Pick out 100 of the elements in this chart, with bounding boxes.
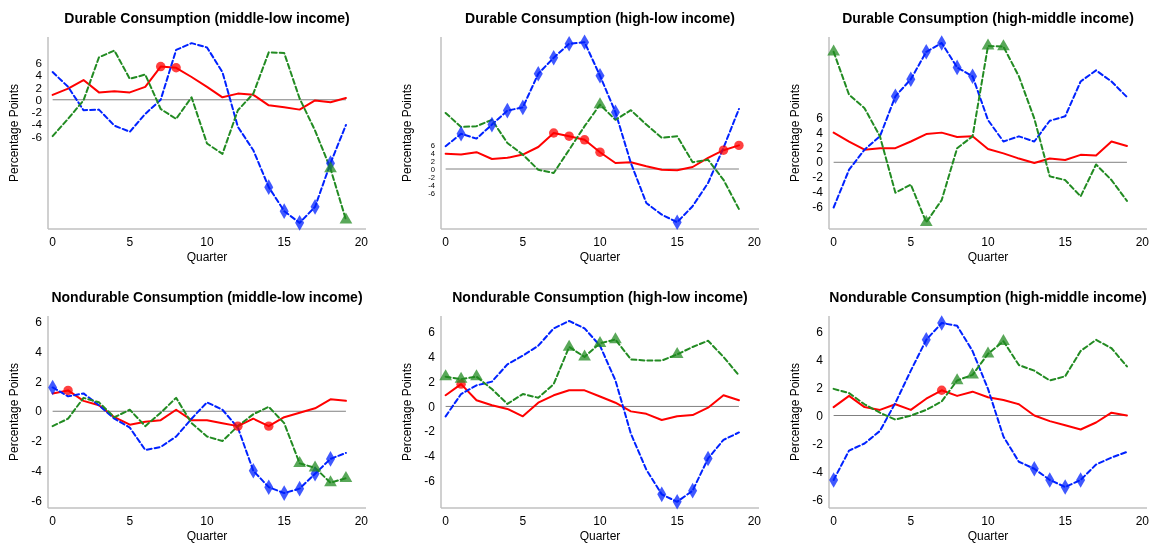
y-tick-label: 2 xyxy=(35,374,43,389)
y-tick-label: 0 xyxy=(35,404,43,419)
point xyxy=(734,140,744,151)
point xyxy=(454,371,468,383)
x-tick-label: 0 xyxy=(830,514,838,528)
y-tick-label: 6 xyxy=(428,325,436,340)
x-axis-title: Quarter xyxy=(579,529,621,543)
x-axis-title: Quarter xyxy=(579,250,621,264)
y-tick-label: -2 xyxy=(31,434,43,449)
x-tick-label: 10 xyxy=(200,235,214,249)
x-tick-label: 0 xyxy=(49,514,57,528)
y-axis-title: Percentage Points xyxy=(400,83,414,183)
y-tick-label: -4 xyxy=(424,449,436,464)
point xyxy=(981,346,995,358)
point xyxy=(609,332,622,344)
point xyxy=(966,367,979,379)
x-tick-label: 5 xyxy=(519,235,527,249)
y-tick-label: 4 xyxy=(35,344,43,359)
chart-title: Durable Consumption (middle-low income) xyxy=(64,10,350,26)
point xyxy=(63,385,73,396)
x-tick-label: 15 xyxy=(670,514,685,528)
y-tick-label: 6 xyxy=(35,55,42,69)
point xyxy=(997,39,1010,51)
y-tick-label: -2 xyxy=(424,424,436,439)
y-tick-label: -4 xyxy=(812,185,824,200)
y-tick-label: 6 xyxy=(816,111,824,125)
x-tick-label: 0 xyxy=(442,235,450,249)
y-tick-label: 2 xyxy=(816,380,824,395)
y-tick-label: 0 xyxy=(428,399,436,414)
point xyxy=(562,339,576,351)
point xyxy=(439,369,452,381)
point xyxy=(919,214,933,226)
y-tick-label: 6 xyxy=(816,324,824,339)
x-tick-label: 20 xyxy=(747,514,762,528)
y-tick-label: -6 xyxy=(31,493,43,508)
point xyxy=(171,63,181,73)
chart-title: Nondurable Consumption (middle-low income) xyxy=(51,289,363,305)
chart-title: Nondurable Consumption (high-low income) xyxy=(452,289,748,305)
y-tick-label: -4 xyxy=(31,117,43,131)
x-tick-label: 15 xyxy=(277,514,292,528)
x-tick-label: 5 xyxy=(126,514,134,528)
y-tick-label: -2 xyxy=(812,436,824,451)
x-tick-label: 20 xyxy=(354,235,369,249)
x-tick-label: 10 xyxy=(593,514,607,528)
point xyxy=(264,421,274,431)
y-tick-label: 4 xyxy=(35,68,43,82)
y-tick-label: 2 xyxy=(428,374,436,389)
point xyxy=(593,335,607,347)
x-tick-label: 5 xyxy=(907,235,915,249)
y-tick-label: 2 xyxy=(816,140,824,155)
x-axis-title: Quarter xyxy=(186,250,228,264)
x-tick-label: 5 xyxy=(126,235,134,249)
point xyxy=(339,212,353,224)
y-tick-label: -2 xyxy=(31,105,42,119)
point xyxy=(595,147,605,157)
y-axis-title: Percentage Points xyxy=(400,362,414,462)
chart-title: Durable Consumption (high-middle income) xyxy=(842,10,1134,26)
point xyxy=(470,369,483,381)
point xyxy=(936,385,947,395)
point xyxy=(324,475,337,487)
x-tick-label: 15 xyxy=(1058,514,1073,528)
x-tick-label: 15 xyxy=(277,235,292,249)
x-tick-label: 10 xyxy=(981,235,995,249)
point xyxy=(578,349,591,361)
point xyxy=(593,97,607,109)
y-tick-label: 6 xyxy=(35,315,43,330)
point xyxy=(155,61,166,72)
point xyxy=(718,145,729,155)
x-axis-title: Quarter xyxy=(967,250,1009,264)
x-tick-label: 10 xyxy=(200,514,214,528)
x-tick-label: 20 xyxy=(747,235,762,249)
x-tick-label: 0 xyxy=(830,235,838,249)
x-tick-label: 20 xyxy=(354,514,369,528)
y-tick-label: -4 xyxy=(812,464,824,479)
x-tick-label: 0 xyxy=(49,235,57,249)
y-axis-title: Percentage Points xyxy=(7,362,21,462)
y-tick-label: -6 xyxy=(812,199,824,214)
x-tick-label: 10 xyxy=(981,514,995,528)
point xyxy=(233,421,243,431)
x-tick-label: 20 xyxy=(1135,514,1150,528)
y-tick-label: 0 xyxy=(816,408,824,423)
line-series xyxy=(832,131,1128,165)
x-axis-title: Quarter xyxy=(186,529,228,543)
y-tick-label: -2 xyxy=(812,170,824,185)
x-tick-label: 5 xyxy=(907,514,915,528)
y-tick-label: 4 xyxy=(428,350,436,365)
y-tick-label: 4 xyxy=(816,352,824,367)
x-tick-label: 20 xyxy=(1135,235,1150,249)
y-axis-title: Percentage Points xyxy=(788,362,802,462)
point xyxy=(564,131,574,141)
x-tick-label: 5 xyxy=(519,514,527,528)
x-tick-label: 15 xyxy=(670,235,685,249)
point xyxy=(308,460,322,472)
x-tick-label: 15 xyxy=(1058,235,1073,249)
point xyxy=(579,135,590,145)
y-axis-title: Percentage Points xyxy=(7,83,21,183)
point xyxy=(981,38,995,50)
point xyxy=(548,128,559,138)
x-axis-title: Quarter xyxy=(967,529,1009,543)
y-tick-label: 4 xyxy=(816,125,824,140)
